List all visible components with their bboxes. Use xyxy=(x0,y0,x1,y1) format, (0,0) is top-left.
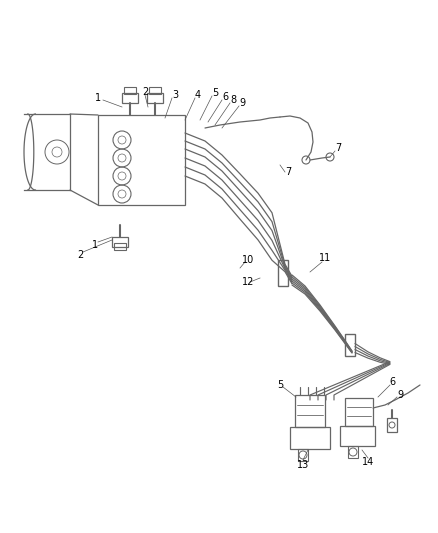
Bar xyxy=(340,426,375,446)
Text: 6: 6 xyxy=(389,377,395,387)
Text: 7: 7 xyxy=(335,143,341,153)
Bar xyxy=(290,427,330,449)
Text: 6: 6 xyxy=(222,92,228,102)
Bar xyxy=(98,115,185,205)
Text: 13: 13 xyxy=(297,460,309,470)
Text: 14: 14 xyxy=(362,457,374,467)
Text: 5: 5 xyxy=(212,88,218,98)
Text: 4: 4 xyxy=(195,90,201,100)
Text: 2: 2 xyxy=(142,87,148,97)
Text: 5: 5 xyxy=(277,380,283,390)
Text: 9: 9 xyxy=(397,390,403,400)
Bar xyxy=(124,87,136,94)
Bar xyxy=(345,334,355,356)
Text: 10: 10 xyxy=(242,255,254,265)
Bar xyxy=(122,93,138,103)
Bar xyxy=(278,260,288,286)
Bar xyxy=(112,237,128,247)
Bar xyxy=(345,398,373,426)
Text: 7: 7 xyxy=(285,167,291,177)
Bar xyxy=(387,418,397,432)
Bar xyxy=(348,446,358,458)
Text: 1: 1 xyxy=(95,93,101,103)
Text: 1: 1 xyxy=(92,240,98,250)
Text: 8: 8 xyxy=(230,95,236,105)
Bar xyxy=(147,93,163,103)
Text: 2: 2 xyxy=(77,250,83,260)
Text: 12: 12 xyxy=(242,277,254,287)
Bar xyxy=(149,87,161,94)
Text: 9: 9 xyxy=(239,98,245,108)
Bar xyxy=(295,395,325,427)
Bar xyxy=(114,243,126,250)
Bar xyxy=(298,449,308,461)
Text: 11: 11 xyxy=(319,253,331,263)
Text: 3: 3 xyxy=(172,90,178,100)
